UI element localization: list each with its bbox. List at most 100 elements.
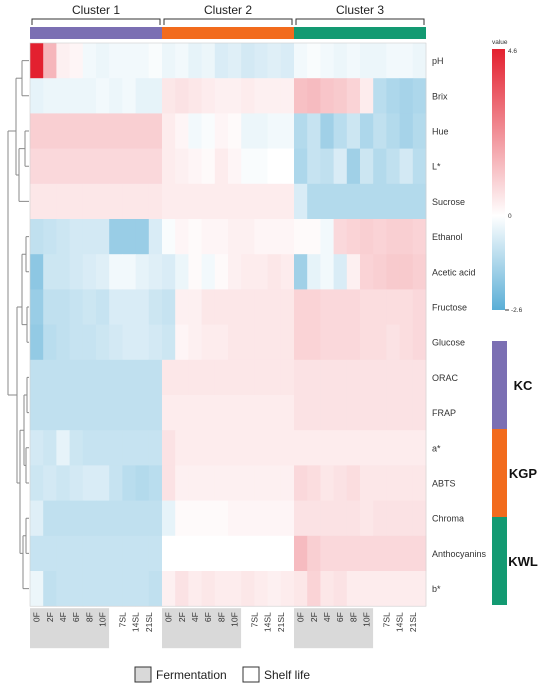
heatmap-cell	[43, 148, 57, 185]
heatmap-cell	[148, 324, 163, 361]
heatmap-cell	[320, 571, 334, 607]
heatmap-cell	[175, 219, 189, 255]
heatmap-cell	[69, 395, 84, 431]
row-label: pH	[432, 56, 444, 66]
column-label: 21SL	[144, 612, 154, 632]
heatmap-cell	[241, 359, 255, 396]
heatmap-cell	[412, 113, 427, 149]
heatmap-cell	[96, 324, 110, 361]
heatmap-cell	[135, 571, 150, 607]
dendrogram-branch	[19, 429, 24, 554]
heatmap-cell	[254, 359, 268, 396]
heatmap-cell	[307, 219, 321, 255]
heatmap-cell	[294, 500, 308, 537]
heatmap-cell	[43, 324, 57, 361]
heatmap-cell	[30, 535, 44, 572]
heatmap-cell	[122, 254, 136, 290]
heatmap-cell	[56, 500, 70, 537]
column-label: 14SL	[395, 612, 405, 632]
heatmap-cell	[56, 359, 70, 396]
heatmap-cell	[267, 113, 282, 149]
heatmap-cell	[399, 359, 414, 396]
row-label: Hue	[432, 127, 449, 137]
heatmap-cell	[214, 219, 229, 255]
heatmap-cell	[346, 254, 361, 290]
heatmap-cell	[412, 254, 427, 290]
heatmap-cell	[360, 571, 374, 607]
heatmap-cell	[307, 500, 321, 537]
heatmap-cell	[346, 430, 361, 466]
heatmap-cell	[122, 465, 136, 501]
heatmap-cell	[96, 500, 110, 537]
heatmap-cell	[30, 183, 44, 220]
heatmap-cell	[241, 78, 255, 114]
heatmap-cell	[267, 395, 282, 431]
heatmap-cell	[386, 395, 400, 431]
heatmap-cell	[201, 78, 216, 114]
heatmap-cell	[122, 183, 136, 220]
heatmap-cell	[267, 148, 282, 185]
heatmap-cell	[69, 183, 84, 220]
heatmap-cell	[43, 113, 57, 149]
heatmap-cell	[56, 535, 70, 572]
heatmap-cell	[241, 430, 255, 466]
heatmap-cell	[135, 113, 150, 149]
heatmap-cell	[399, 324, 414, 361]
heatmap-cell	[30, 324, 44, 361]
heatmap-cell	[320, 43, 334, 79]
heatmap-cell	[333, 289, 348, 325]
heatmap-cell	[307, 113, 321, 149]
heatmap-cell	[175, 78, 189, 114]
group-bar: KC KGP KWL	[492, 341, 538, 605]
heatmap-cell	[96, 465, 110, 501]
heatmap-cell	[373, 43, 387, 79]
heatmap-cell	[96, 43, 110, 79]
heatmap-cell	[214, 78, 229, 114]
heatmap-cell	[373, 395, 387, 431]
heatmap-cell	[333, 571, 348, 607]
heatmap-cell	[254, 430, 268, 466]
heatmap-cell	[307, 465, 321, 501]
heatmap-cell	[135, 183, 150, 220]
heatmap-cell	[320, 148, 334, 185]
heatmap-cell	[360, 183, 374, 220]
heatmap-cell	[399, 254, 414, 290]
row-label: Anthocyanins	[432, 549, 487, 559]
legend-swatch-fermentation	[134, 666, 152, 683]
heatmap-cell	[307, 395, 321, 431]
heatmap-cell	[109, 500, 123, 537]
heatmap-cell	[307, 43, 321, 79]
heatmap-cell	[56, 430, 70, 466]
heatmap-cell	[43, 43, 57, 79]
heatmap-cell	[228, 43, 242, 79]
heatmap-cell	[228, 430, 242, 466]
heatmap-cell	[148, 289, 163, 325]
heatmap-cell	[373, 219, 387, 255]
heatmap-cell	[162, 113, 176, 149]
row-label: L*	[432, 162, 441, 172]
heatmap-cell	[360, 43, 374, 79]
heatmap-cell	[201, 324, 216, 361]
column-label: 0F	[164, 612, 174, 622]
heatmap-cell	[280, 289, 295, 325]
heatmap-cell	[69, 254, 84, 290]
heatmap-cell	[241, 395, 255, 431]
heatmap-cell	[30, 219, 44, 255]
heatmap-cell	[267, 500, 282, 537]
heatmap-cell	[43, 254, 57, 290]
column-label: 4F	[58, 612, 68, 622]
heatmap-cell	[241, 289, 255, 325]
heatmap-cell	[148, 395, 163, 431]
group-bar-kwl	[492, 517, 507, 605]
heatmap-cell	[280, 254, 295, 290]
heatmap-cell	[333, 535, 348, 572]
heatmap-cell	[280, 113, 295, 149]
heatmap-cell	[201, 254, 216, 290]
heatmap-cell	[346, 183, 361, 220]
heatmap-cell	[188, 183, 202, 220]
heatmap-cell	[122, 43, 136, 79]
cluster-bracket-3	[295, 18, 425, 25]
heatmap-cell	[188, 219, 202, 255]
heatmap-cell	[43, 183, 57, 220]
heatmap-cell	[43, 359, 57, 396]
